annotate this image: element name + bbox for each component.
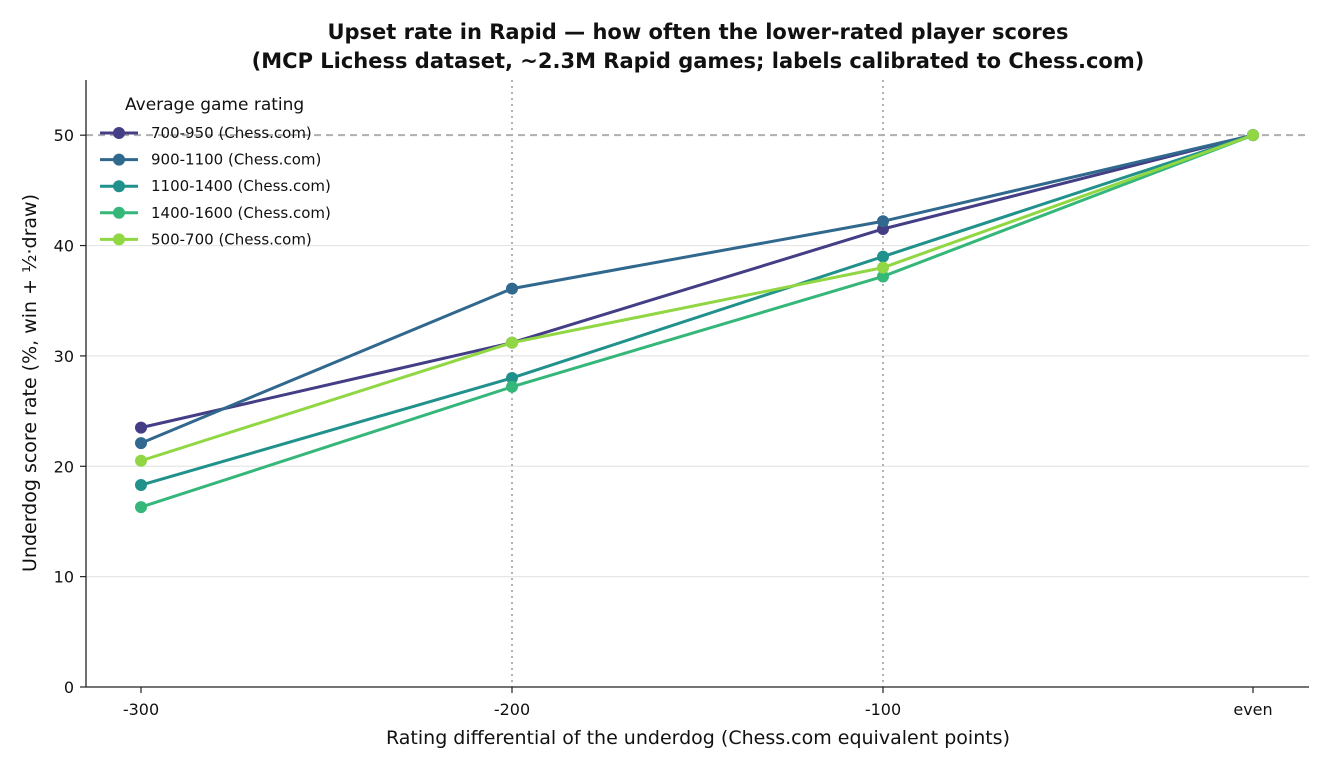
y-axis-label: Underdog score rate (%, win + ½·draw) bbox=[19, 194, 41, 572]
legend-label: 500-700 (Chess.com) bbox=[151, 230, 312, 248]
legend-label: 1100-1400 (Chess.com) bbox=[151, 177, 331, 195]
legend-swatch-marker bbox=[113, 153, 125, 166]
grid bbox=[86, 80, 1309, 687]
series-line bbox=[140, 133, 1254, 463]
y-tick-label: 0 bbox=[64, 678, 74, 697]
legend-swatch-marker bbox=[113, 180, 125, 193]
x-tick-label: -200 bbox=[494, 700, 530, 719]
series-layer bbox=[135, 129, 1259, 514]
x-axis-label: Rating differential of the underdog (Che… bbox=[386, 727, 1010, 749]
legend-swatch-marker bbox=[113, 127, 125, 139]
series-line bbox=[140, 133, 1254, 445]
y-tick-label: 30 bbox=[54, 347, 74, 366]
data-point bbox=[135, 454, 147, 467]
legend: Average game rating 700-950 (Chess.com) 9… bbox=[100, 95, 331, 248]
data-point bbox=[877, 250, 889, 263]
data-point bbox=[135, 437, 147, 450]
data-point bbox=[135, 479, 147, 492]
legend-title: Average game rating bbox=[125, 95, 304, 115]
chart-title-line-2: (MCP Lichess dataset, ~2.3M Rapid games;… bbox=[252, 49, 1145, 73]
series-line bbox=[140, 133, 1254, 509]
y-tick-label: 10 bbox=[54, 568, 74, 587]
data-point bbox=[506, 282, 518, 295]
y-tick-label: 40 bbox=[54, 237, 74, 256]
legend-label: 900-1100 (Chess.com) bbox=[151, 151, 321, 169]
y-tick-label: 20 bbox=[54, 457, 74, 476]
legend-swatch-marker bbox=[113, 206, 125, 219]
chart-title-line-1: Upset rate in Rapid — how often the lowe… bbox=[327, 20, 1068, 44]
legend-swatch-marker bbox=[113, 233, 125, 246]
x-tick-label: -300 bbox=[123, 700, 159, 719]
data-point bbox=[1247, 129, 1259, 142]
data-point bbox=[506, 380, 518, 393]
data-point bbox=[506, 371, 518, 384]
data-point bbox=[135, 421, 147, 434]
x-tick-label: even bbox=[1233, 700, 1272, 719]
data-point bbox=[506, 336, 518, 349]
x-tick-label: -100 bbox=[865, 700, 901, 719]
series-line bbox=[140, 133, 1254, 487]
legend-label: 1400-1600 (Chess.com) bbox=[151, 204, 331, 222]
axes: 0 10 20 30 40 50 -300 -200 -100 even bbox=[54, 80, 1309, 719]
data-point bbox=[135, 501, 147, 514]
series-line bbox=[140, 133, 1254, 430]
data-point bbox=[877, 270, 889, 283]
legend-label: 700-950 (Chess.com) bbox=[151, 124, 312, 142]
y-tick-label: 50 bbox=[54, 126, 74, 145]
data-point bbox=[877, 261, 889, 274]
data-point bbox=[877, 215, 889, 228]
